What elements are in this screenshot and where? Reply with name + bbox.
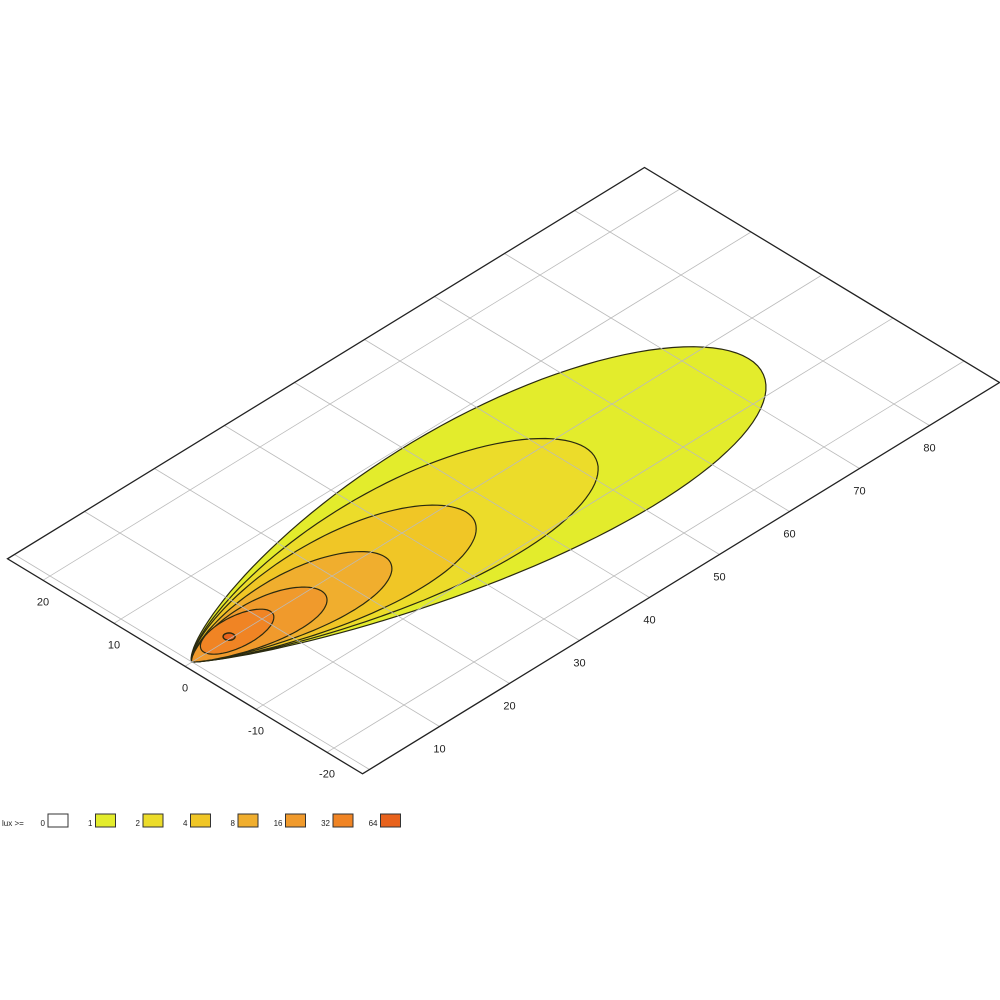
grid-line-y — [42, 188, 681, 581]
legend: lux >= 0 1 2 4 8 16 32 64 — [2, 813, 401, 828]
legend-value: 2 — [136, 819, 141, 828]
plane-border — [6, 166, 1000, 775]
legend-value: 0 — [41, 819, 46, 828]
legend-swatch — [380, 813, 401, 828]
legend-swatch — [190, 813, 211, 828]
x-tick-label: 80 — [923, 443, 935, 455]
legend-swatch — [237, 813, 259, 828]
grid-layer — [14, 167, 1000, 770]
legend-value: 4 — [183, 819, 188, 828]
y-tick-label: 10 — [108, 639, 120, 651]
grid-line-y — [326, 360, 965, 753]
legend-swatch — [332, 813, 354, 828]
y-tick-label: 20 — [37, 596, 49, 608]
x-tick-label: 40 — [643, 615, 655, 627]
legend-value: 1 — [88, 819, 93, 828]
x-tick-label: 50 — [713, 572, 725, 584]
y-axis-labels: -20 -10 0 10 20 — [37, 596, 335, 780]
x-tick-label: 30 — [573, 658, 585, 670]
contour-layer — [190, 346, 767, 663]
legend-value: 64 — [369, 819, 378, 828]
legend-swatch — [95, 813, 116, 828]
x-tick-label: 60 — [783, 529, 795, 541]
contour-32 — [199, 608, 275, 655]
y-tick-label: -10 — [248, 725, 264, 737]
legend-value: 32 — [321, 819, 330, 828]
legend-value: 16 — [274, 819, 283, 828]
legend-swatch — [142, 813, 164, 828]
x-tick-label: 10 — [433, 744, 445, 756]
legend-swatch — [285, 813, 306, 828]
grid-line-y — [184, 274, 823, 667]
x-tick-label: 20 — [503, 701, 515, 713]
x-axis-labels: 10 20 30 40 50 60 70 80 — [433, 443, 935, 756]
grid-line-y — [255, 317, 894, 710]
legend-value: 8 — [231, 819, 236, 828]
grid-line-y — [113, 231, 752, 624]
legend-swatch — [47, 813, 69, 828]
x-tick-label: 70 — [853, 486, 865, 498]
y-tick-label: 0 — [182, 682, 188, 694]
contour-64 — [222, 632, 236, 641]
legend-title: lux >= — [2, 819, 24, 828]
y-tick-label: -20 — [319, 768, 335, 780]
